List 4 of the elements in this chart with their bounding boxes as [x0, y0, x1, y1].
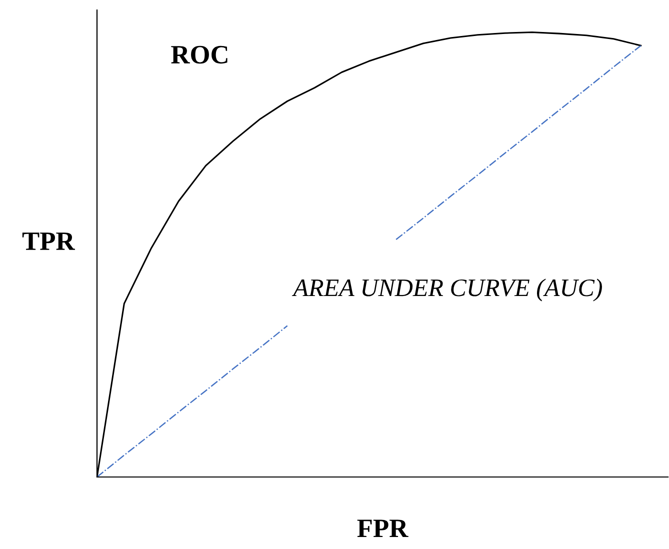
annotation: AREA UNDER CURVE (AUC)	[292, 278, 602, 302]
annotation: ROC	[171, 46, 228, 64]
y-axis-title: TPR	[22, 232, 76, 250]
x-axis-title: FPR	[357, 520, 408, 537]
